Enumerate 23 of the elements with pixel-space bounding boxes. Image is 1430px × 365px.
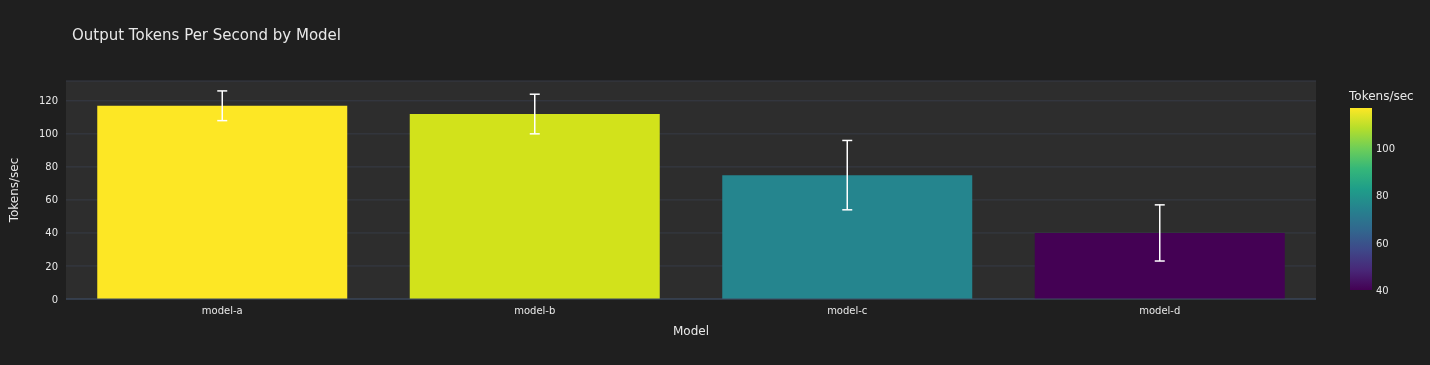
x-tick-label: model-b	[514, 305, 556, 317]
color-bar-label: 80	[1376, 190, 1389, 202]
y-tick-label: 20	[45, 260, 58, 272]
x-tick-label: model-c	[827, 305, 868, 317]
bar	[1034, 232, 1285, 299]
bar	[722, 175, 973, 299]
y-tick-label: 40	[45, 227, 58, 239]
y-axis-title: Tokens/sec	[7, 157, 22, 224]
y-tick-label: 100	[38, 128, 58, 140]
color-bar-title: Tokens/sec	[1348, 89, 1414, 103]
y-tick-label: 80	[45, 161, 58, 173]
color-bar-label: 40	[1376, 285, 1389, 296]
y-tick-label: 60	[45, 194, 58, 206]
y-tick-label: 120	[38, 95, 58, 107]
bar	[409, 114, 660, 299]
y-tick-label: 0	[51, 293, 58, 305]
bar	[97, 105, 348, 299]
chart-title: Output Tokens Per Second by Model	[72, 26, 341, 44]
color-bar-label: 60	[1376, 237, 1389, 249]
x-tick-label: model-d	[1139, 305, 1181, 317]
color-bar-label: 100	[1376, 143, 1396, 155]
x-tick-label: model-a	[201, 305, 243, 317]
x-axis-title: Model	[672, 324, 710, 338]
